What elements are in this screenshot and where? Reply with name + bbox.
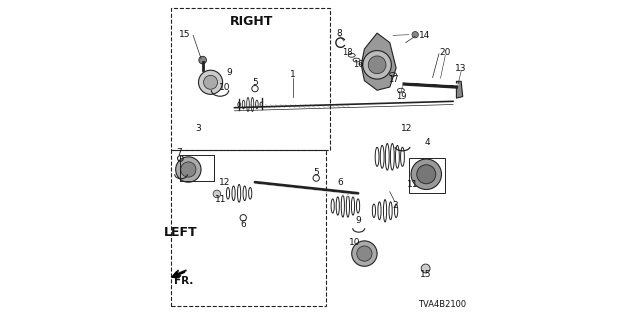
Text: 7: 7 — [176, 148, 182, 156]
Text: 8: 8 — [336, 28, 342, 38]
Circle shape — [412, 32, 419, 38]
Text: 10: 10 — [349, 238, 361, 247]
Bar — [409, 158, 445, 193]
Circle shape — [175, 157, 201, 182]
Circle shape — [363, 51, 392, 79]
Text: 19: 19 — [396, 92, 406, 101]
Circle shape — [417, 165, 436, 184]
Text: 12: 12 — [218, 178, 230, 187]
Text: 15: 15 — [179, 30, 191, 39]
Text: 4: 4 — [424, 138, 430, 147]
Circle shape — [421, 264, 430, 273]
Text: 11: 11 — [407, 180, 419, 189]
Text: LEFT: LEFT — [164, 227, 197, 239]
Polygon shape — [456, 81, 463, 98]
Bar — [180, 155, 214, 180]
Text: 13: 13 — [456, 63, 467, 73]
Text: 12: 12 — [401, 124, 412, 133]
Text: 9: 9 — [227, 68, 232, 77]
Circle shape — [213, 190, 221, 198]
Circle shape — [180, 162, 196, 177]
Circle shape — [204, 75, 218, 89]
Polygon shape — [361, 33, 396, 90]
Text: 15: 15 — [420, 270, 431, 279]
Text: 17: 17 — [388, 75, 398, 84]
Text: 2: 2 — [392, 201, 398, 210]
Text: FR.: FR. — [174, 276, 193, 286]
Text: 16: 16 — [353, 60, 364, 69]
Text: RIGHT: RIGHT — [230, 14, 273, 28]
Text: 1: 1 — [290, 70, 296, 79]
Text: 11: 11 — [215, 195, 227, 204]
Text: 5: 5 — [252, 78, 258, 87]
Text: 9: 9 — [356, 216, 362, 225]
Text: 14: 14 — [419, 31, 430, 40]
Text: 18: 18 — [342, 48, 352, 57]
Circle shape — [356, 246, 372, 261]
Circle shape — [411, 159, 442, 189]
Circle shape — [368, 56, 386, 74]
Circle shape — [198, 70, 223, 94]
Text: 20: 20 — [440, 48, 451, 57]
Circle shape — [199, 56, 207, 64]
Text: 6: 6 — [241, 220, 246, 228]
Text: 5: 5 — [314, 168, 319, 177]
Text: 10: 10 — [219, 83, 230, 92]
Text: 6: 6 — [338, 178, 344, 187]
Text: TVA4B2100: TVA4B2100 — [418, 300, 466, 309]
Circle shape — [352, 241, 377, 266]
Text: 3: 3 — [195, 124, 201, 133]
